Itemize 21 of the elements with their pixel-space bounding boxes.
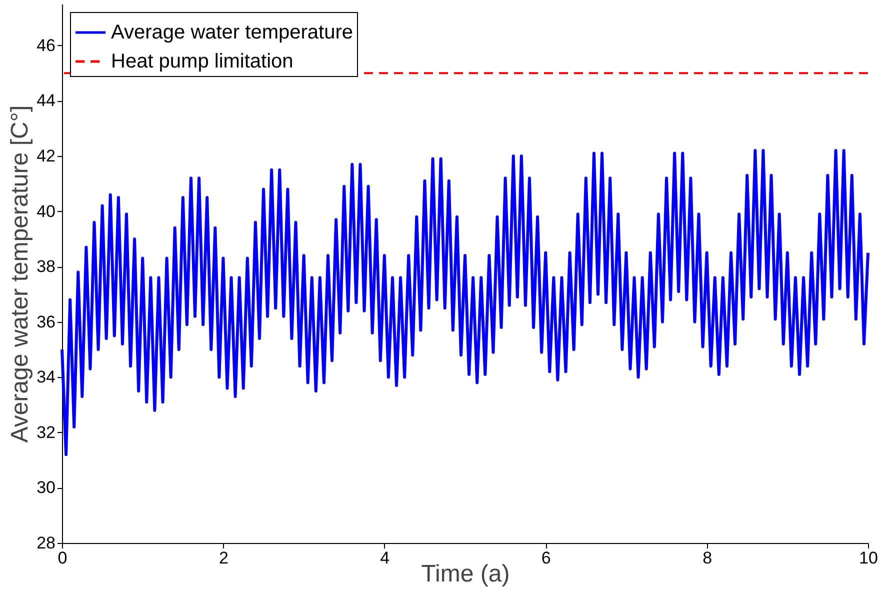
y-tick-label: 46 xyxy=(36,36,56,55)
y-tick-label: 36 xyxy=(36,312,56,332)
x-tick-label: 2 xyxy=(218,548,228,568)
y-tick-label: 38 xyxy=(36,257,56,276)
ref-line-label: Heat pump limitation xyxy=(111,50,294,72)
line-series xyxy=(60,148,870,456)
x-axis-title: Time (a) xyxy=(421,560,510,588)
y-tick-label: 28 xyxy=(36,534,56,552)
y-tick-label: 34 xyxy=(36,368,56,387)
y-tick-label: 42 xyxy=(36,146,56,166)
y-tick-label: 44 xyxy=(36,91,56,110)
x-tick-label: 6 xyxy=(541,548,551,568)
y-tick-label: 40 xyxy=(36,202,56,221)
y-tick-label: 30 xyxy=(36,478,56,498)
x-tick-label: 10 xyxy=(859,548,878,568)
y-tick-label: 32 xyxy=(36,422,56,442)
y-axis-title: Average water temperature [C°] xyxy=(6,105,34,443)
x-tick-label: 0 xyxy=(58,548,68,568)
x-tick-label: 4 xyxy=(380,548,390,568)
legend-label: Average water temperature xyxy=(111,22,353,44)
x-tick-label: 8 xyxy=(702,548,712,568)
